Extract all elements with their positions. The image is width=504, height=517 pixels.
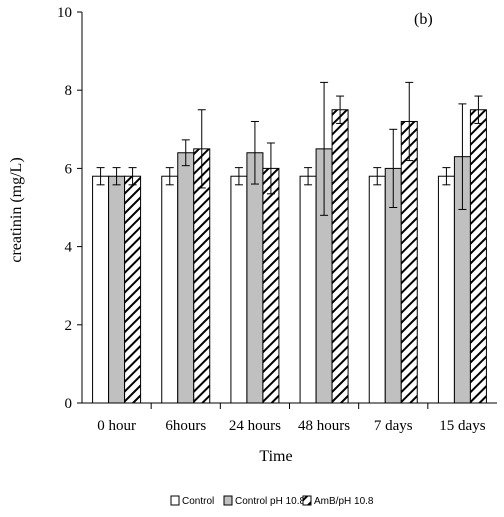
bar bbox=[92, 175, 110, 404]
bar bbox=[124, 175, 142, 404]
bar bbox=[469, 109, 487, 404]
legend-label: AmB/pH 10.8 bbox=[314, 496, 374, 507]
error-bar bbox=[373, 167, 382, 186]
error-bar bbox=[336, 95, 345, 124]
x-tick-label: 48 hours bbox=[298, 418, 350, 434]
panel-label: (b) bbox=[414, 11, 433, 28]
error-bar bbox=[250, 120, 259, 185]
x-ticks: 0 hour 6hours 24 hours 48 hours 7 days 15 day… bbox=[97, 403, 486, 434]
x-tick-label: 0 hour bbox=[97, 418, 136, 434]
x-tick-label: 24 hours bbox=[229, 418, 281, 434]
legend-swatch bbox=[170, 495, 180, 506]
error-bar bbox=[266, 142, 275, 195]
error-bar bbox=[197, 109, 206, 189]
x-tick-label: 15 days bbox=[439, 418, 485, 434]
y-tick-label: 0 bbox=[65, 396, 73, 412]
error-bars-layer bbox=[96, 81, 483, 216]
error-bar bbox=[112, 167, 121, 186]
bar bbox=[331, 109, 349, 404]
bar bbox=[400, 120, 418, 404]
error-bar bbox=[96, 167, 105, 186]
y-tick-label: 4 bbox=[65, 240, 73, 256]
error-bar bbox=[320, 81, 329, 216]
error-bar bbox=[442, 167, 451, 186]
legend-label: Control bbox=[182, 496, 214, 507]
y-tick-label: 10 bbox=[57, 5, 72, 21]
bar bbox=[246, 152, 264, 404]
bar bbox=[230, 175, 248, 404]
x-tick-label: 6hours bbox=[165, 418, 206, 434]
x-tick-label: 7 days bbox=[374, 418, 413, 434]
error-bar bbox=[234, 167, 243, 186]
error-bar bbox=[304, 167, 313, 186]
bar bbox=[368, 175, 386, 404]
x-axis-title: Time bbox=[259, 448, 292, 465]
bar bbox=[262, 167, 280, 404]
error-bar bbox=[458, 103, 467, 210]
legend-label: Control pH 10.8 bbox=[235, 496, 305, 507]
legend-swatch bbox=[302, 495, 312, 506]
error-bar bbox=[181, 139, 190, 167]
legend-swatch bbox=[223, 495, 233, 506]
error-bar bbox=[474, 95, 483, 124]
bar bbox=[177, 152, 195, 404]
y-ticks: 0 2 4 6 8 10 bbox=[57, 5, 82, 412]
error-bar bbox=[165, 167, 174, 186]
bar bbox=[299, 175, 317, 404]
bars-layer bbox=[92, 109, 487, 404]
error-bar bbox=[405, 81, 414, 162]
error-bar bbox=[389, 128, 398, 208]
y-tick-label: 6 bbox=[65, 161, 73, 177]
bar bbox=[108, 175, 126, 404]
bar bbox=[437, 175, 455, 404]
y-tick-label: 2 bbox=[65, 318, 73, 334]
error-bar bbox=[128, 167, 137, 186]
y-tick-label: 8 bbox=[65, 83, 73, 99]
y-axis-title: creatinin (mg/L) bbox=[8, 157, 25, 262]
legend: Control Control pH 10.8 AmB/pH 10.8 bbox=[170, 495, 374, 507]
bar bbox=[161, 175, 179, 404]
